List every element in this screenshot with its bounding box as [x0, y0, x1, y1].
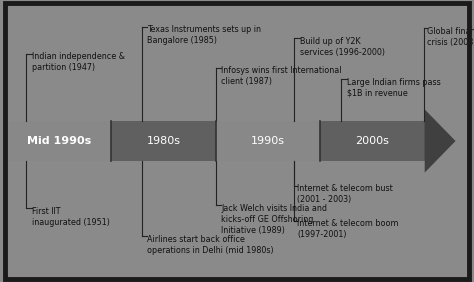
Text: Internet & telecom boom
(1997-2001): Internet & telecom boom (1997-2001)	[297, 219, 399, 239]
Text: Internet & telecom bust
(2001 - 2003): Internet & telecom bust (2001 - 2003)	[297, 184, 393, 204]
Text: 1990s: 1990s	[251, 136, 285, 146]
Bar	[111, 121, 216, 161]
Text: 1980s: 1980s	[146, 136, 181, 146]
Text: Texas Instruments sets up in
Bangalore (1985): Texas Instruments sets up in Bangalore (…	[147, 25, 261, 45]
Text: Build up of Y2K
services (1996-2000): Build up of Y2K services (1996-2000)	[300, 37, 384, 57]
Bar	[216, 121, 320, 161]
Text: Global financial
crisis (2008): Global financial crisis (2008)	[427, 27, 474, 47]
Text: Indian independence &
partition (1947): Indian independence & partition (1947)	[32, 52, 125, 72]
Text: Airlines start back office
operations in Delhi (mid 1980s): Airlines start back office operations in…	[147, 235, 273, 255]
Text: Jack Welch visits India and
kicks-off GE Offshoring
Initiative (1989): Jack Welch visits India and kicks-off GE…	[221, 204, 328, 235]
Text: 2000s: 2000s	[355, 136, 389, 146]
Text: Mid 1990s: Mid 1990s	[27, 136, 91, 146]
Bar	[9, 121, 111, 161]
Text: Large Indian firms pass
$1B in revenue: Large Indian firms pass $1B in revenue	[347, 78, 441, 98]
Bar	[320, 121, 424, 161]
FancyArrow shape	[424, 109, 456, 173]
Text: First IIT
inaugurated (1951): First IIT inaugurated (1951)	[32, 207, 109, 227]
Text: Infosys wins first International
client (1987): Infosys wins first International client …	[221, 66, 342, 86]
